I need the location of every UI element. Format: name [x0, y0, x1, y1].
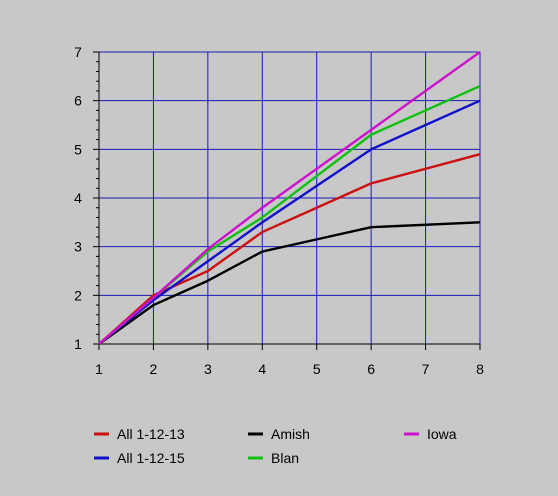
x-tick-label: 1 — [95, 361, 103, 377]
legend-item: All 1-12-15 — [94, 450, 185, 466]
x-tick-label: 7 — [422, 361, 430, 377]
y-tick-label: 6 — [74, 93, 82, 109]
x-tick-label: 2 — [150, 361, 158, 377]
series-line-all-1-12-15 — [98, 99, 481, 345]
axes: 1 2 3 4 5 6 7 8 1 2 3 4 5 6 7 — [74, 44, 484, 377]
y-tick-label: 2 — [74, 287, 82, 303]
series-line-blan — [98, 84, 481, 345]
legend-label: Iowa — [427, 426, 457, 442]
legend-item: Iowa — [404, 426, 457, 442]
y-tick-label: 4 — [74, 190, 82, 206]
y-tick-label: 3 — [74, 239, 82, 255]
y-tick-label: 1 — [74, 336, 82, 352]
x-tick-label: 4 — [258, 361, 266, 377]
x-tick-label: 5 — [313, 361, 321, 377]
x-tick-label: 6 — [367, 361, 375, 377]
x-tick-label: 8 — [476, 361, 484, 377]
legend: All 1-12-13 All 1-12-15 Amish Blan Iowa — [94, 426, 457, 466]
legend-label: Amish — [271, 426, 310, 442]
legend-label: Blan — [271, 450, 299, 466]
legend-item: All 1-12-13 — [94, 426, 185, 442]
y-tick-label: 5 — [74, 141, 82, 157]
series-line-amish — [98, 221, 481, 345]
y-tick-label: 7 — [74, 44, 82, 60]
legend-item: Blan — [248, 450, 299, 466]
legend-label: All 1-12-15 — [117, 450, 185, 466]
legend-item: Amish — [248, 426, 310, 442]
series-lines — [98, 51, 481, 345]
x-tick-label: 3 — [204, 361, 212, 377]
series-line-iowa — [98, 51, 481, 345]
series-line-all-1-12-13 — [98, 153, 481, 345]
legend-label: All 1-12-13 — [117, 426, 185, 442]
